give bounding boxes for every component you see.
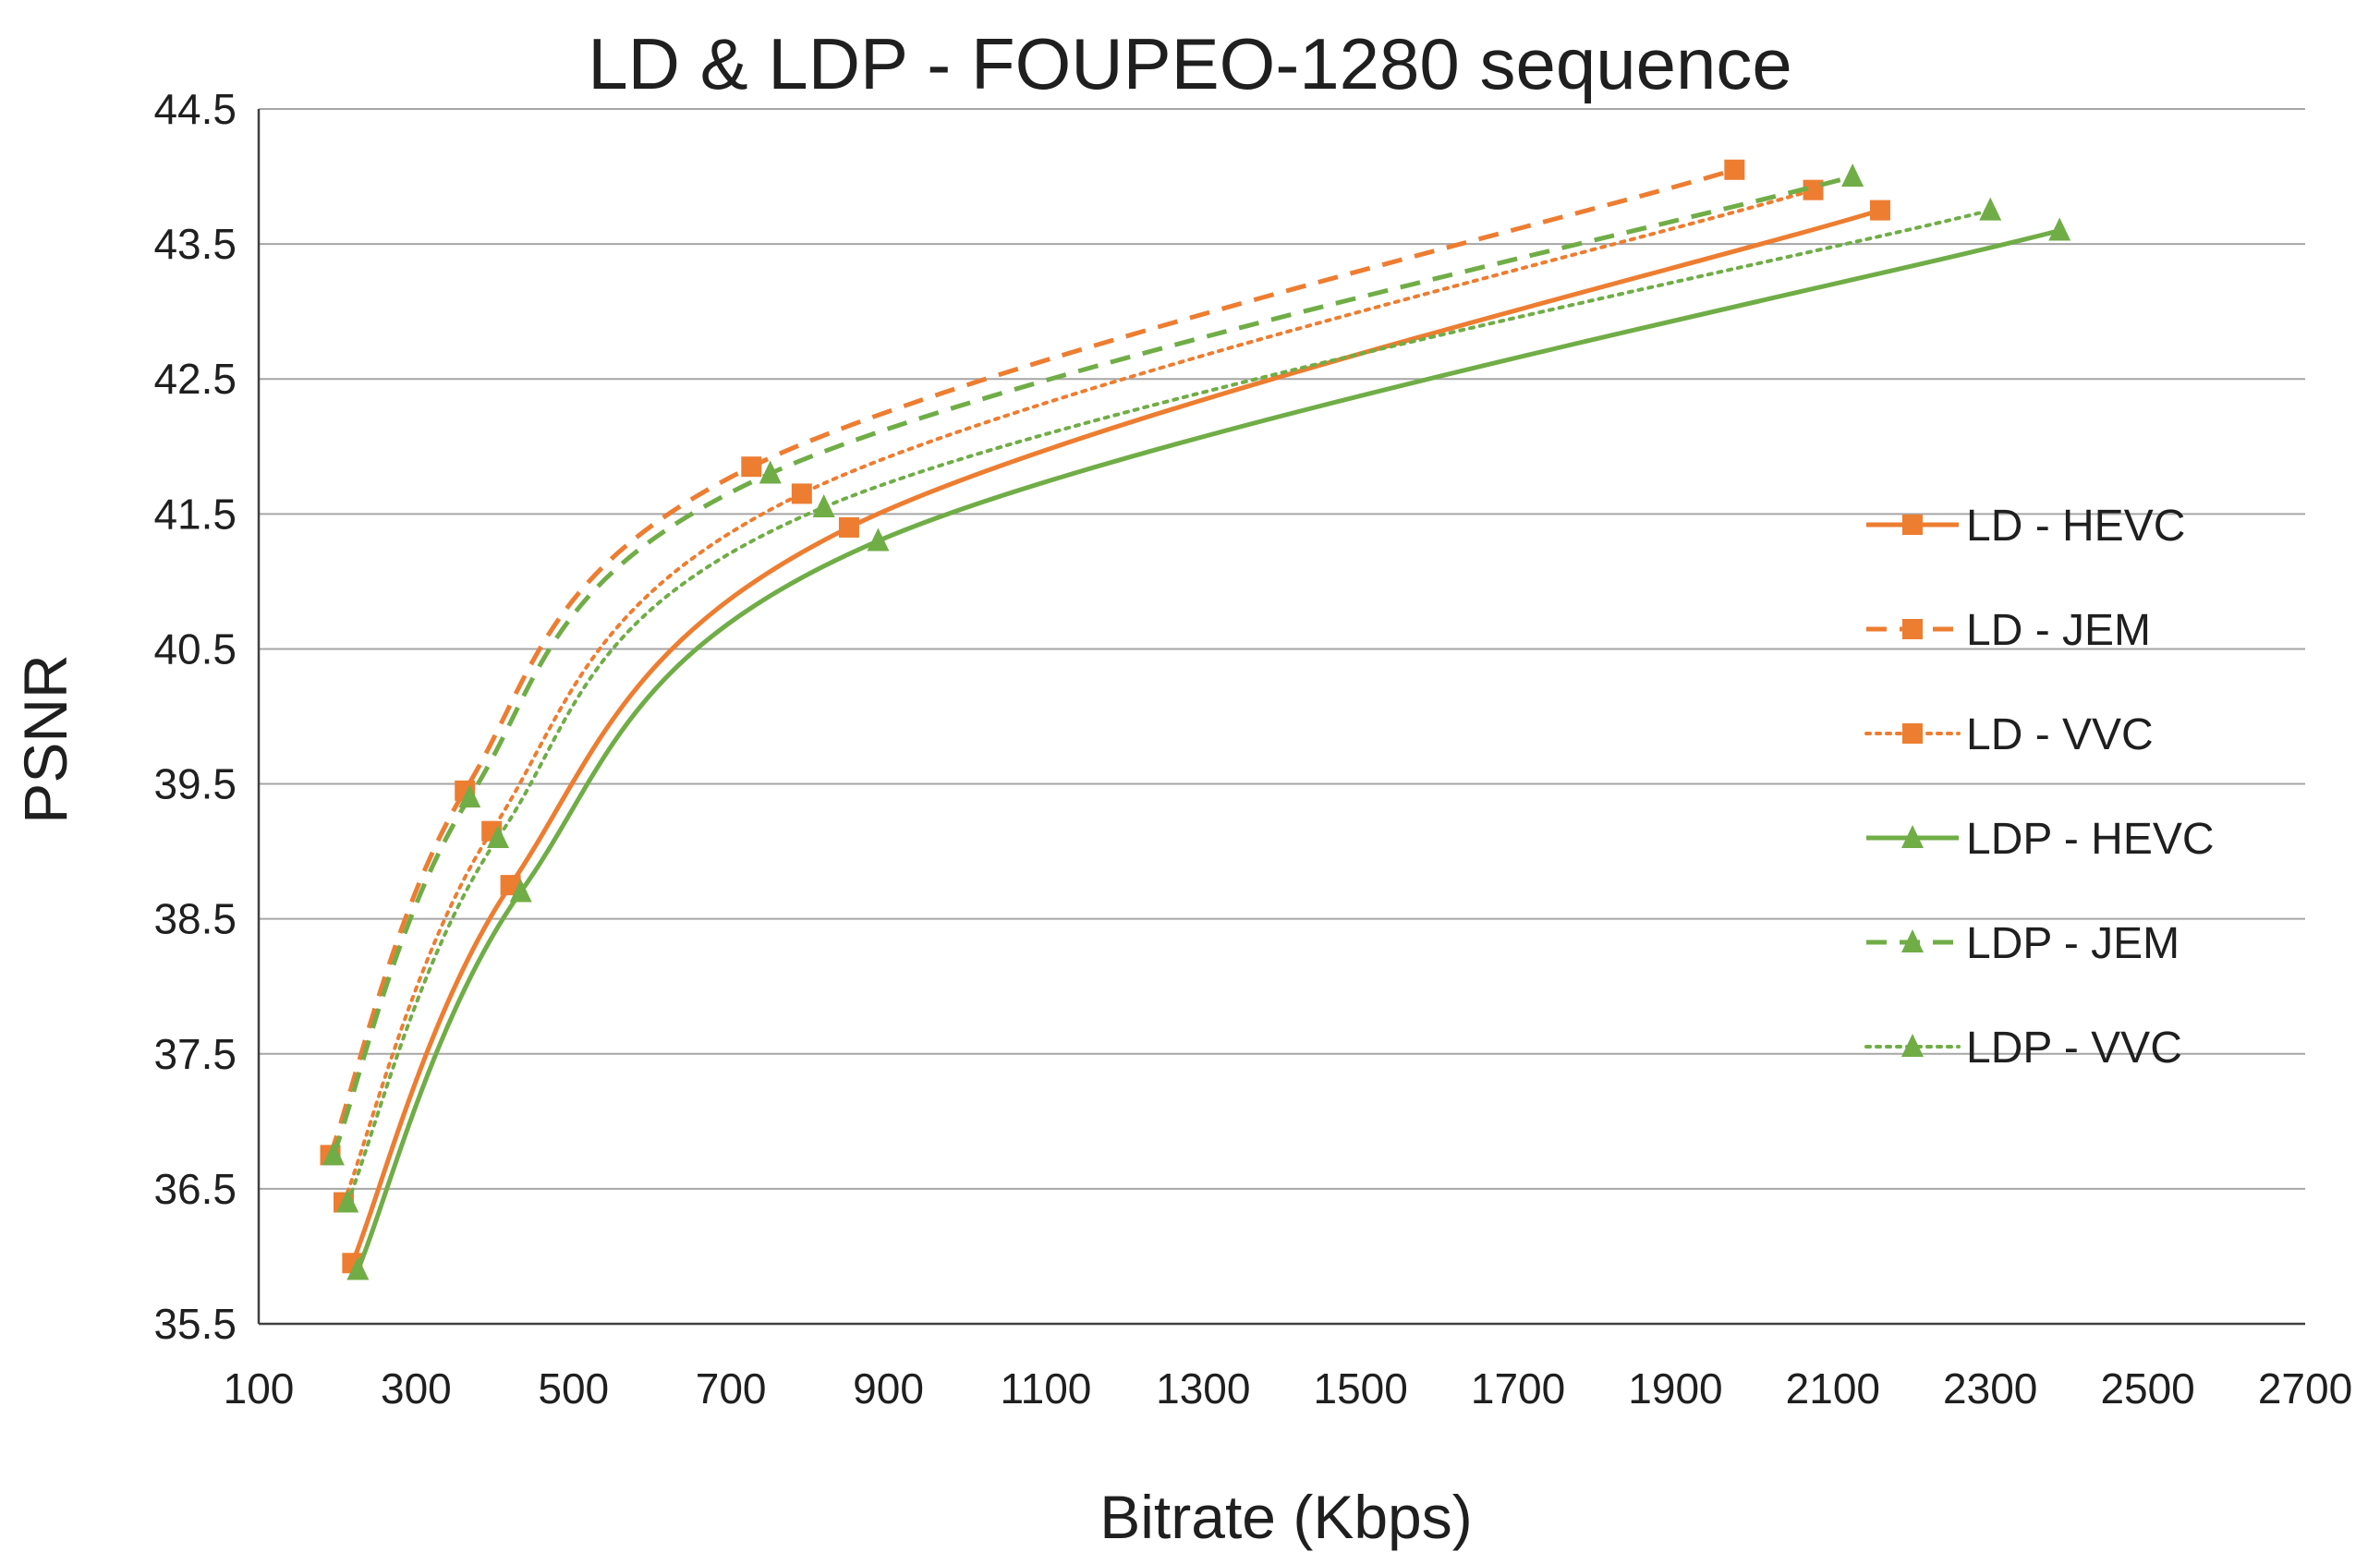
- data-point: [741, 456, 762, 478]
- series-6: [336, 197, 2002, 1213]
- legend-item: LD - JEM: [1866, 606, 2151, 655]
- series-line: [331, 174, 1853, 1157]
- series-1: [342, 200, 1890, 1274]
- legend-marker: [1901, 825, 1924, 848]
- legend-marker: [1902, 515, 1923, 535]
- x-tick-label: 2100: [1786, 1364, 1880, 1413]
- y-tick-label: 36.5: [153, 1165, 237, 1213]
- legend-label: LDP - VVC: [1966, 1024, 2182, 1073]
- data-point: [509, 879, 532, 903]
- x-tick-label: 700: [696, 1364, 767, 1413]
- x-tick-label: 2300: [1943, 1364, 2037, 1413]
- y-tick-label: 44.5: [153, 85, 237, 133]
- data-point: [867, 527, 890, 552]
- axes: [257, 109, 2305, 1326]
- y-tick-label: 37.5: [153, 1030, 237, 1078]
- x-tick-label: 1100: [1000, 1364, 1091, 1413]
- y-tick-label: 39.5: [153, 760, 237, 808]
- y-tick-label: 35.5: [153, 1300, 237, 1348]
- data-point: [838, 516, 859, 538]
- data-point: [812, 494, 835, 518]
- legend-item: LDP - VVC: [1864, 1024, 2182, 1073]
- legend-item: LD - HEVC: [1866, 502, 2185, 551]
- legend-marker: [1901, 1034, 1924, 1057]
- series-line: [346, 208, 1993, 1205]
- series-5: [322, 164, 1864, 1166]
- x-axis-label: Bitrate (Kbps): [1099, 1483, 1472, 1551]
- x-tick-label: 1900: [1628, 1364, 1722, 1413]
- data-point: [322, 1142, 345, 1166]
- legend-marker: [1901, 929, 1924, 952]
- legend-label: LD - VVC: [1966, 710, 2154, 759]
- x-tick-label: 100: [224, 1364, 295, 1413]
- x-tick-label: 2700: [2258, 1364, 2352, 1413]
- data-point: [336, 1189, 359, 1213]
- x-tick-label: 500: [538, 1364, 609, 1413]
- data-point: [1803, 179, 1824, 200]
- data-point: [1841, 164, 1864, 188]
- x-tick-label: 300: [381, 1364, 452, 1413]
- y-tick-label: 41.5: [153, 490, 237, 538]
- x-tick-label: 2500: [2100, 1364, 2194, 1413]
- legend-item: LDP - JEM: [1866, 919, 2180, 968]
- data-point: [791, 483, 812, 504]
- tick-labels: 35.5 36.5 37.5 38.5 39.5 40.5 41.5 42.5 43.5 44.5…: [153, 85, 2352, 1413]
- series-line: [342, 188, 1815, 1205]
- legend-item: LD - VVC: [1864, 710, 2154, 759]
- legend-label: LD - JEM: [1966, 606, 2151, 655]
- data-point: [2048, 217, 2071, 241]
- data-point: [1724, 159, 1745, 180]
- legend-marker: [1902, 619, 1923, 639]
- x-tick-label: 1500: [1314, 1364, 1408, 1413]
- series-line: [350, 208, 1881, 1265]
- data-point: [759, 460, 782, 484]
- series-3: [334, 179, 1824, 1213]
- y-axis-label: PSNR: [11, 654, 79, 823]
- legend-label: LDP - HEVC: [1966, 815, 2215, 864]
- chart-title: LD & LDP - FOUPEO-1280 sequence: [588, 23, 1792, 104]
- y-tick-label: 38.5: [153, 895, 237, 943]
- legend: LD - HEVC LD - JEM LD - VVC LDP - HEVC LDP -…: [1864, 502, 2215, 1073]
- series-2: [320, 159, 1745, 1166]
- x-tick-label: 900: [853, 1364, 924, 1413]
- legend-item: LDP - HEVC: [1866, 815, 2215, 864]
- series-4: [346, 217, 2071, 1280]
- series-line: [328, 167, 1736, 1157]
- legend-marker: [1902, 723, 1923, 744]
- series: [320, 159, 2071, 1280]
- data-point: [1869, 200, 1890, 221]
- x-tick-label: 1700: [1471, 1364, 1565, 1413]
- data-point: [1979, 197, 2002, 221]
- legend-label: LDP - JEM: [1966, 919, 2180, 968]
- series-line: [356, 228, 2060, 1271]
- data-point: [458, 784, 481, 808]
- data-point: [346, 1256, 370, 1280]
- y-tick-label: 42.5: [153, 355, 237, 403]
- y-tick-label: 43.5: [153, 220, 237, 268]
- x-tick-label: 1300: [1156, 1364, 1250, 1413]
- data-point: [486, 825, 509, 848]
- y-tick-label: 40.5: [153, 624, 237, 673]
- legend-label: LD - HEVC: [1966, 502, 2185, 551]
